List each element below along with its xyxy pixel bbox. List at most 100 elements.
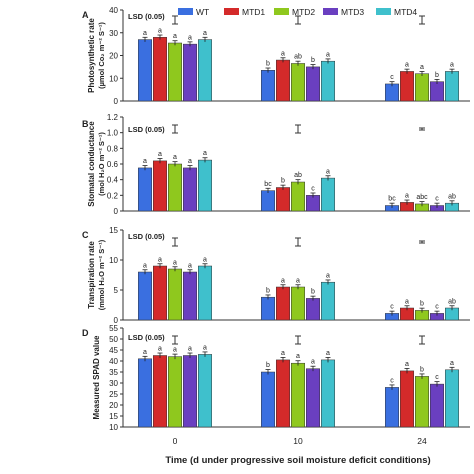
legend-label-mtd3: MTD3 xyxy=(341,7,364,17)
bar-wt-24 xyxy=(385,387,399,428)
bar-mtd4-10 xyxy=(321,177,335,212)
bar-mtd3-0 xyxy=(183,271,197,321)
significance-letter: a xyxy=(158,256,162,263)
y-tick-label: 0.8 xyxy=(107,144,119,153)
significance-letter: a xyxy=(405,62,409,69)
significance-letter: a xyxy=(281,350,285,357)
significance-letter: a xyxy=(420,64,424,71)
bar-mtd4-10 xyxy=(321,359,335,428)
y-tick-label: 40 xyxy=(109,6,118,15)
y-tick-label: 10 xyxy=(109,256,118,265)
significance-letter: b xyxy=(266,362,270,369)
significance-letter: a xyxy=(296,353,300,360)
y-tick-label: 0.2 xyxy=(107,191,119,200)
bar-mtd3-24 xyxy=(430,383,444,428)
bar-mtd1-0 xyxy=(153,37,167,102)
bar-wt-10 xyxy=(261,371,275,428)
y-tick-label: 25 xyxy=(109,390,118,399)
legend-swatch-mtd2 xyxy=(274,8,289,15)
significance-letter: c xyxy=(435,196,439,203)
significance-letter: b xyxy=(266,61,270,68)
significance-letter: a xyxy=(405,361,409,368)
bar-mtd4-0 xyxy=(198,354,212,428)
significance-letter: a xyxy=(158,151,162,158)
legend: WT MTD1 MTD2 MTD3 MTD4 xyxy=(178,7,417,17)
y-axis-unit: (mmol H₂O m⁻² S⁻¹) xyxy=(97,239,106,310)
significance-letter: c xyxy=(435,374,439,381)
bar-mtd1-10 xyxy=(276,187,290,212)
significance-letter: a xyxy=(173,154,177,161)
significance-letter: a xyxy=(405,298,409,305)
significance-letter: a xyxy=(143,30,147,37)
y-tick-label: 1.2 xyxy=(107,113,119,122)
bar-mtd2-10 xyxy=(291,181,305,212)
bar-wt-10 xyxy=(261,70,275,102)
panel-letter: D xyxy=(82,328,89,338)
significance-letter: a xyxy=(143,262,147,269)
significance-letter: ab xyxy=(448,193,456,200)
bar-mtd3-0 xyxy=(183,355,197,428)
y-tick-label: 40 xyxy=(109,357,118,366)
bar-mtd2-10 xyxy=(291,63,305,102)
bar-mtd4-0 xyxy=(198,265,212,321)
significance-letter: b xyxy=(420,366,424,373)
y-tick-label: 20 xyxy=(109,52,118,61)
significance-letter: a xyxy=(326,168,330,175)
significance-letter: a xyxy=(158,28,162,35)
y-tick-label: 0 xyxy=(114,97,119,106)
bar-mtd1-24 xyxy=(400,370,414,428)
bar-mtd1-0 xyxy=(153,355,167,428)
significance-letter: bc xyxy=(388,196,396,203)
y-tick-label: 10 xyxy=(109,423,118,432)
significance-letter: ab xyxy=(294,54,302,61)
y-tick-label: 45 xyxy=(109,346,118,355)
y-tick-label: 50 xyxy=(109,335,118,344)
bar-wt-0 xyxy=(138,358,152,428)
significance-letter: b xyxy=(311,289,315,296)
bar-mtd2-24 xyxy=(415,376,429,428)
significance-letter: a xyxy=(158,346,162,353)
significance-letter: b xyxy=(311,57,315,64)
bar-mtd4-24 xyxy=(445,369,459,428)
y-tick-label: 0.4 xyxy=(107,176,119,185)
significance-letter: c xyxy=(390,304,394,311)
bar-mtd2-0 xyxy=(168,163,182,212)
legend-swatch-mtd1 xyxy=(224,8,239,15)
y-axis-title: Transpiration rate xyxy=(87,241,96,309)
significance-letter: c xyxy=(390,377,394,384)
y-tick-label: 10 xyxy=(109,74,118,83)
significance-letter: a xyxy=(203,30,207,37)
bar-mtd2-10 xyxy=(291,286,305,321)
bar-mtd4-24 xyxy=(445,71,459,102)
lsd-label: LSD (0.05) xyxy=(128,125,165,134)
bar-mtd4-0 xyxy=(198,159,212,212)
lsd-label: LSD (0.05) xyxy=(128,333,165,342)
significance-letter: a xyxy=(173,259,177,266)
bar-mtd1-0 xyxy=(153,265,167,321)
bar-mtd2-0 xyxy=(168,42,182,102)
significance-letter: a xyxy=(203,344,207,351)
x-tick-label: 10 xyxy=(293,436,303,446)
y-axis-unit: (mol H₂O m⁻² S⁻¹) xyxy=(97,132,106,196)
bar-mtd4-10 xyxy=(321,281,335,321)
x-axis-title: Time (d under progressive soil moisture … xyxy=(165,455,430,466)
bar-mtd1-10 xyxy=(276,286,290,321)
legend-label-wt: WT xyxy=(196,7,209,17)
significance-letter: a xyxy=(143,158,147,165)
bar-mtd1-10 xyxy=(276,359,290,428)
x-tick-label: 24 xyxy=(417,436,427,446)
bar-mtd3-0 xyxy=(183,43,197,102)
y-tick-label: 0 xyxy=(114,207,119,216)
significance-letter: a xyxy=(326,350,330,357)
bar-mtd3-10 xyxy=(306,66,320,102)
y-tick-label: 15 xyxy=(109,412,118,421)
significance-letter: b xyxy=(435,72,439,79)
x-tick-label: 0 xyxy=(173,436,178,446)
y-axis-title: Photosynthetic rate xyxy=(87,18,96,93)
bar-mtd2-0 xyxy=(168,356,182,428)
significance-letter: a xyxy=(203,150,207,157)
y-tick-label: 35 xyxy=(109,368,118,377)
significance-letter: a xyxy=(281,50,285,57)
